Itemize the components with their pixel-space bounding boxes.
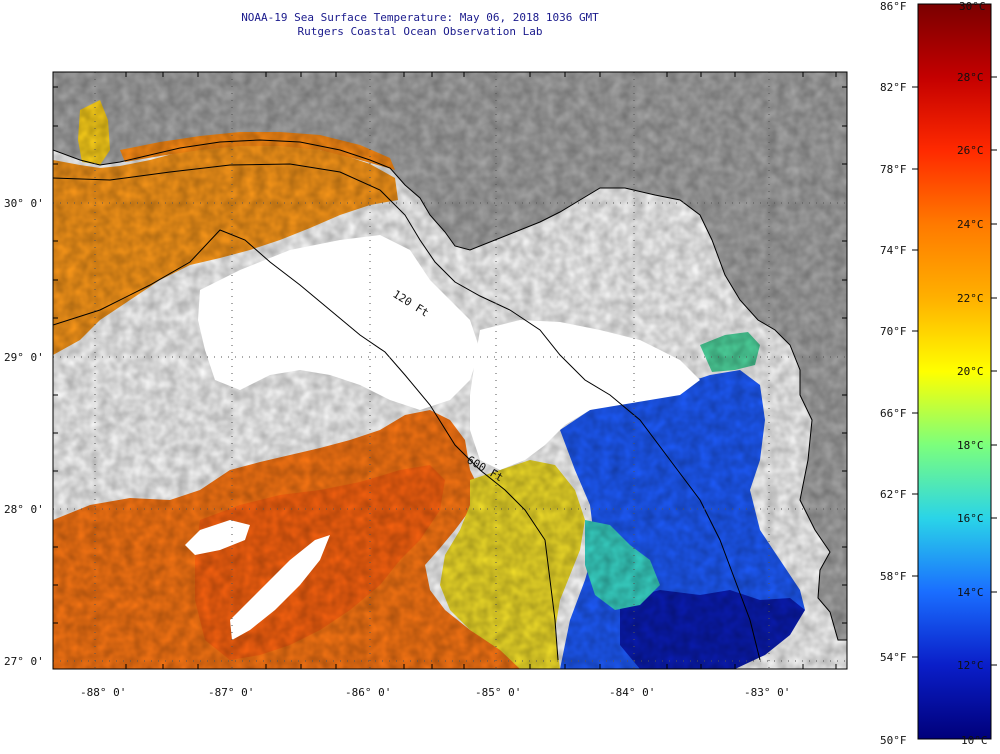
- cb-c-22: 22°C: [957, 292, 984, 305]
- lon-label-87: -87° 0': [208, 686, 254, 699]
- contour-120ft: [53, 163, 761, 661]
- lat-label-28: 28° 0': [4, 503, 44, 516]
- lat-label-29: 29° 0': [4, 351, 44, 364]
- cb-c-30: 30°C: [959, 0, 986, 13]
- cb-f-74: 74°F: [880, 244, 907, 257]
- cb-c-26: 26°C: [957, 144, 984, 157]
- cb-c-12: 12°C: [957, 659, 984, 672]
- cb-f-86: 86°F: [880, 0, 907, 13]
- lon-label-84: -84° 0': [609, 686, 655, 699]
- lon-label-88: -88° 0': [80, 686, 126, 699]
- map-subtitle: Rutgers Coastal Ocean Observation Lab: [297, 25, 543, 38]
- lat-label-30: 30° 0': [4, 197, 44, 210]
- cb-f-54: 54°F: [880, 651, 907, 664]
- cb-f-82: 82°F: [880, 81, 907, 94]
- map-border: [52, 71, 848, 670]
- map-title: NOAA-19 Sea Surface Temperature: May 06,…: [241, 11, 599, 24]
- cb-f-78: 78°F: [880, 163, 907, 176]
- lon-label-83: -83° 0': [744, 686, 790, 699]
- contour-600ft: [53, 229, 559, 661]
- cloud-central: [198, 235, 480, 410]
- cloud-east-central: [470, 320, 700, 470]
- coastline: [53, 139, 847, 641]
- cb-f-62: 62°F: [880, 488, 907, 501]
- cb-c-28: 28°C: [957, 71, 984, 84]
- cb-f-58: 58°F: [880, 570, 907, 583]
- cb-c-10: 10°C: [961, 734, 988, 747]
- cb-c-20: 20°C: [957, 365, 984, 378]
- colorbar-ticks: [912, 76, 997, 666]
- cb-c-16: 16°C: [957, 512, 984, 525]
- cb-f-66: 66°F: [880, 407, 907, 420]
- cloud-blob-west: [185, 520, 250, 555]
- cb-c-14: 14°C: [957, 586, 984, 599]
- cb-f-70: 70°F: [880, 325, 907, 338]
- lon-label-85: -85° 0': [475, 686, 521, 699]
- colorbar: [917, 3, 992, 740]
- cloud-band-diagonal: [230, 535, 330, 640]
- cb-c-24: 24°C: [957, 218, 984, 231]
- graticule: [53, 72, 847, 669]
- lon-label-86: -86° 0': [345, 686, 391, 699]
- lat-label-27: 27° 0': [4, 655, 44, 668]
- cb-f-50: 50°F: [880, 734, 907, 747]
- frame-ticks: [53, 72, 847, 669]
- cb-c-18: 18°C: [957, 439, 984, 452]
